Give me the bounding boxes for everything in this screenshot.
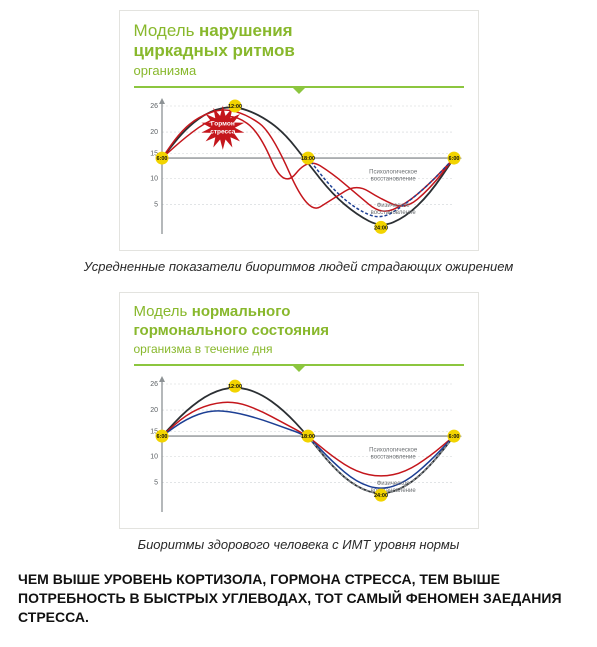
svg-text:24:00: 24:00 bbox=[373, 226, 387, 232]
svg-text:восстановление: восстановление bbox=[370, 455, 416, 461]
fig1-title-word1: Модель bbox=[134, 21, 195, 40]
fig1-caption: Усредненные показатели биоритмов людей с… bbox=[18, 259, 579, 274]
svg-text:Физическое: Физическое bbox=[376, 203, 410, 209]
svg-text:6:00: 6:00 bbox=[156, 434, 167, 440]
figure-2-card: Модель нормального гормонального состоян… bbox=[119, 292, 479, 529]
fig1-title-line2: циркадных ритмов bbox=[134, 41, 295, 60]
svg-text:26: 26 bbox=[150, 103, 158, 110]
svg-text:12:00: 12:00 bbox=[227, 385, 241, 391]
fig1-title-word2: нарушения bbox=[199, 21, 293, 40]
svg-text:6:00: 6:00 bbox=[448, 434, 459, 440]
svg-text:10: 10 bbox=[150, 176, 158, 183]
body-paragraph: ЧЕМ ВЫШЕ УРОВЕНЬ КОРТИЗОЛА, ГОРМОНА СТРЕ… bbox=[18, 570, 579, 627]
svg-text:Физическое: Физическое bbox=[376, 481, 410, 487]
svg-text:6:00: 6:00 bbox=[448, 156, 459, 162]
separator bbox=[134, 86, 464, 90]
svg-text:26: 26 bbox=[150, 381, 158, 388]
svg-text:12:00: 12:00 bbox=[227, 104, 241, 110]
figure-1-card: Модель нарушения циркадных ритмов органи… bbox=[119, 10, 479, 251]
chevron-down-icon bbox=[291, 86, 307, 94]
svg-text:18:00: 18:00 bbox=[300, 156, 314, 162]
svg-text:6:00: 6:00 bbox=[156, 156, 167, 162]
svg-text:Психологическое: Психологическое bbox=[369, 170, 418, 176]
fig2-chart: 510152026ПсихологическоевосстановлениеФи… bbox=[134, 372, 464, 522]
svg-text:Гормон: Гормон bbox=[210, 121, 234, 128]
svg-text:Психологическое: Психологическое bbox=[369, 448, 418, 454]
svg-text:восстановление: восстановление bbox=[370, 177, 416, 183]
svg-text:20: 20 bbox=[150, 407, 158, 414]
svg-text:24:00: 24:00 bbox=[373, 494, 387, 500]
svg-text:10: 10 bbox=[150, 454, 158, 461]
fig2-title-line2: гормонального состояния bbox=[134, 322, 330, 339]
svg-text:стресса: стресса bbox=[210, 129, 236, 136]
fig2-title-sub: организма в течение дня bbox=[134, 342, 273, 356]
svg-text:5: 5 bbox=[154, 480, 158, 487]
figure-2: Модель нормального гормонального состоян… bbox=[18, 292, 579, 552]
svg-text:восстановление: восстановление bbox=[370, 210, 416, 216]
fig2-title-word2: нормального bbox=[192, 303, 291, 320]
fig1-chart: 510152026ГормонстрессаПсихологическоевос… bbox=[134, 94, 464, 244]
figure-1: Модель нарушения циркадных ритмов органи… bbox=[18, 10, 579, 274]
separator bbox=[134, 364, 464, 368]
svg-text:5: 5 bbox=[154, 201, 158, 208]
svg-text:18:00: 18:00 bbox=[300, 434, 314, 440]
chevron-down-icon bbox=[291, 364, 307, 372]
fig2-title-word1: Модель bbox=[134, 303, 188, 320]
figure-2-title: Модель нормального гормонального состоян… bbox=[134, 303, 464, 358]
figure-1-title: Модель нарушения циркадных ритмов органи… bbox=[134, 21, 464, 80]
svg-text:20: 20 bbox=[150, 129, 158, 136]
fig1-title-sub: организма bbox=[134, 63, 197, 78]
fig2-caption: Биоритмы здорового человека с ИМТ уровня… bbox=[18, 537, 579, 552]
